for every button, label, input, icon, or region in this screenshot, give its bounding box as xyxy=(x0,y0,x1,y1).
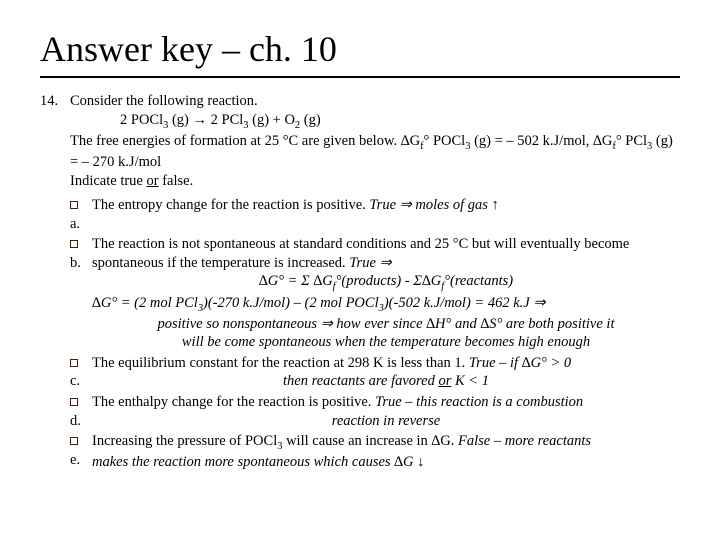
bullet-icon xyxy=(70,437,78,445)
c-line2: then reactants are favored or K < 1 xyxy=(92,372,680,391)
title-underline xyxy=(40,76,680,78)
question-number: 14. xyxy=(40,92,70,474)
b-eq1: ∆G° = Σ ∆Gf°(products) - Σ∆Gf°(reactants… xyxy=(92,272,680,293)
bullet-icon xyxy=(70,398,78,406)
answer-list: a. The entropy change for the reaction i… xyxy=(70,196,680,472)
question-row: 14. Consider the following reaction. 2 P… xyxy=(40,92,680,474)
bullet-icon xyxy=(70,359,78,367)
b-line4: will be come spontaneous when the temper… xyxy=(92,333,680,352)
d-line2: reaction in reverse xyxy=(92,412,680,431)
e-line2: makes the reaction more spontaneous whic… xyxy=(92,453,680,472)
content-area: 14. Consider the following reaction. 2 P… xyxy=(40,92,680,474)
q-intro: Consider the following reaction. xyxy=(70,92,680,111)
question-body: Consider the following reaction. 2 POCl3… xyxy=(70,92,680,474)
q-freeenergies: The free energies of formation at 25 °C … xyxy=(70,132,680,172)
answer-d: d. The enthalpy change for the reaction … xyxy=(70,393,680,430)
q-equation: 2 POCl3 (g) → 2 PCl3 (g) + O2 (g) xyxy=(70,111,680,132)
page-title: Answer key – ch. 10 xyxy=(40,28,680,70)
bullet-icon xyxy=(70,201,78,209)
answer-c: c. The equilibrium constant for the reac… xyxy=(70,354,680,391)
b-line3: positive so nonspontaneous ⇒ how ever si… xyxy=(92,315,680,334)
answer-b: b. The reaction is not spontaneous at st… xyxy=(70,235,680,352)
b-eq2: ∆G° = (2 mol PCl3)(-270 k.J/mol) – (2 mo… xyxy=(92,294,680,315)
answer-e: e. Increasing the pressure of POCl3 will… xyxy=(70,432,680,472)
slide-container: Answer key – ch. 10 14. Consider the fol… xyxy=(0,0,720,494)
q-indicate: Indicate true or false. xyxy=(70,172,680,191)
bullet-icon xyxy=(70,240,78,248)
answer-a: a. The entropy change for the reaction i… xyxy=(70,196,680,233)
